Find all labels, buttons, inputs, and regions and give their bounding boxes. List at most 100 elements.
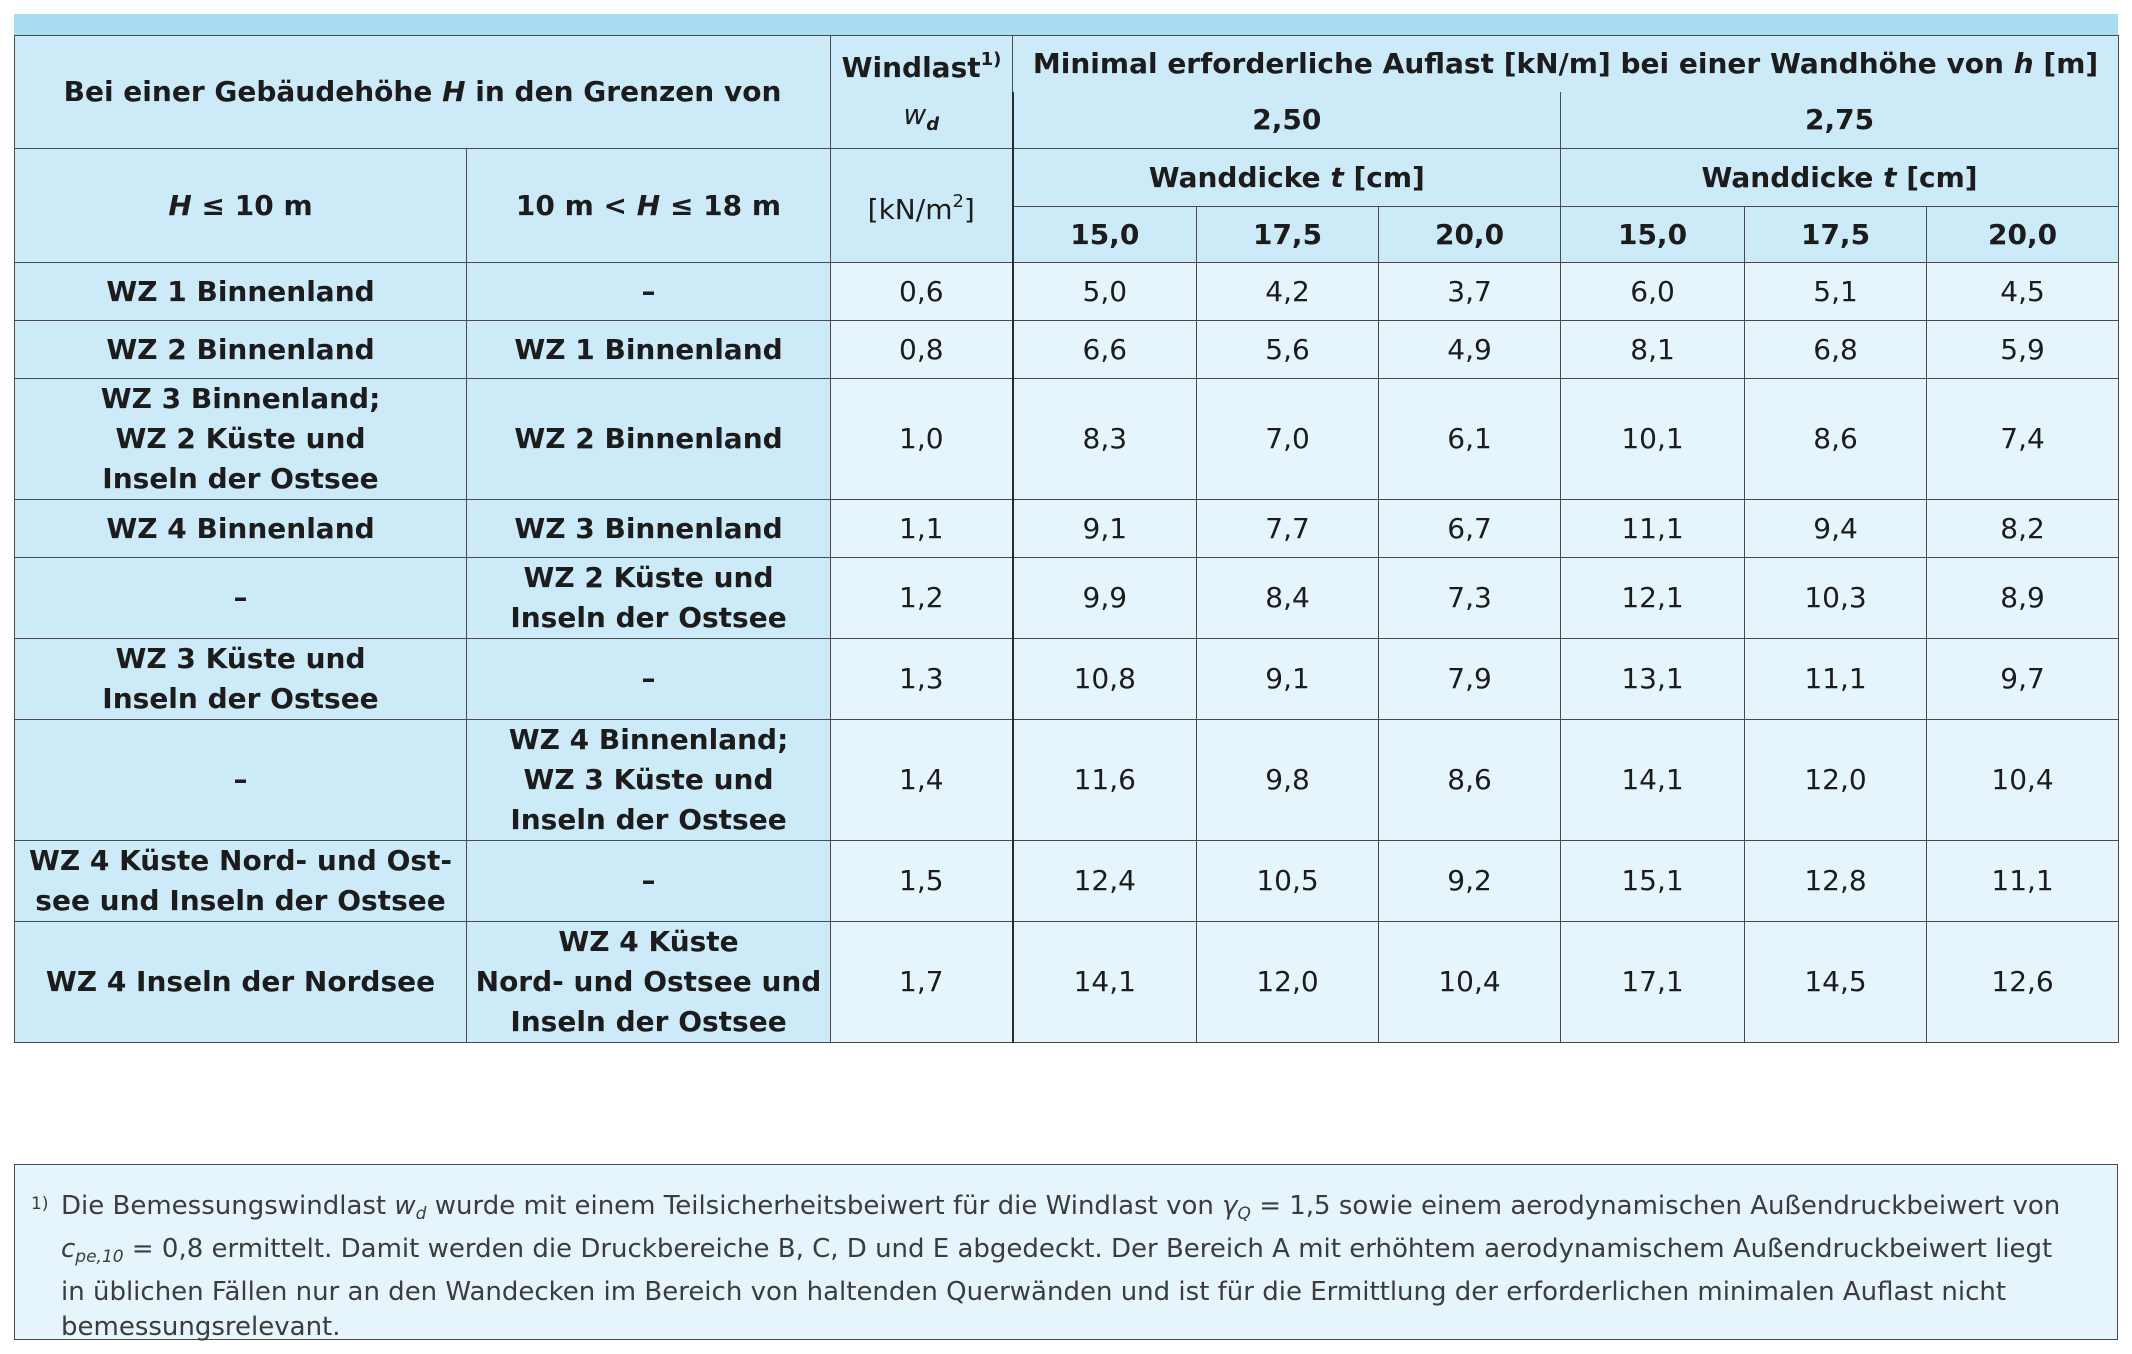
zone-height-up-to-10m: WZ 3 Binnenland; WZ 2 Küste und Inseln der… [14, 378, 467, 500]
zone-height-10-to-18m: – [465, 840, 832, 922]
auflast-value: 13,1 [1560, 638, 1746, 720]
auflast-value: 10,8 [1012, 638, 1198, 720]
auflast-value: 8,3 [1012, 378, 1198, 500]
zone-label-line: WZ 2 Küste und [523, 561, 774, 594]
auflast-value: 14,1 [1012, 921, 1198, 1043]
zone-height-10-to-18m: WZ 1 Binnenland [465, 320, 832, 379]
thickness-value: 17,5 [1744, 206, 1928, 263]
auflast-value: 9,9 [1012, 557, 1198, 639]
auflast-value: 7,0 [1196, 378, 1380, 500]
auflast-value: 4,2 [1196, 262, 1380, 321]
auflast-value: 6,0 [1560, 262, 1746, 321]
windlast-header: Windlast1) [830, 35, 1014, 92]
zone-height-up-to-10m: WZ 1 Binnenland [14, 262, 467, 321]
auflast-value: 17,1 [1560, 921, 1746, 1043]
auflast-value: 7,7 [1196, 499, 1380, 558]
zone-height-up-to-10m: – [14, 557, 467, 639]
windlast-value: 1,4 [830, 719, 1014, 841]
zone-label-line: WZ 1 Binnenland [514, 332, 783, 366]
table-row: WZ 3 Binnenland; WZ 2 Küste und Inseln der… [14, 378, 2120, 500]
zone-label-line: WZ 2 Binnenland [106, 332, 375, 366]
zone-label-line: Inseln der Ostsee [102, 462, 379, 495]
auflast-value: 12,0 [1744, 719, 1928, 841]
table-row: WZ 4 Binnenland WZ 3 Binnenland 1,1 9,1 7,7 6… [14, 499, 2120, 558]
auflast-value: 10,5 [1196, 840, 1380, 922]
zone-label-line: see und Inseln der Ostsee [35, 884, 446, 917]
auflast-value: 10,4 [1378, 921, 1562, 1043]
auflast-table: Bei einer Gebäudehöhe H in den Grenzen v… [13, 35, 2120, 1043]
zone-height-up-to-10m: WZ 4 Binnenland [14, 499, 467, 558]
windlast-value: 1,3 [830, 638, 1014, 720]
auflast-value: 9,2 [1378, 840, 1562, 922]
auflast-value: 8,2 [1926, 499, 2120, 558]
windlast-value: 0,6 [830, 262, 1014, 321]
auflast-value: 7,3 [1378, 557, 1562, 639]
auflast-value: 8,9 [1926, 557, 2120, 639]
zone-label-line: Inseln der Ostsee [510, 1005, 787, 1038]
windlast-value: 1,1 [830, 499, 1014, 558]
auflast-value: 5,1 [1744, 262, 1928, 321]
auflast-value: 14,5 [1744, 921, 1928, 1043]
zone-height-10-to-18m: WZ 2 Küste und Inseln der Ostsee [465, 557, 832, 639]
auflast-value: 12,8 [1744, 840, 1928, 922]
zone-label-line: WZ 3 Binnenland; [100, 382, 381, 415]
auflast-value: 9,1 [1012, 499, 1198, 558]
windlast-value: 1,0 [830, 378, 1014, 500]
zone-height-up-to-10m: WZ 2 Binnenland [14, 320, 467, 379]
auflast-value: 9,1 [1196, 638, 1380, 720]
zone-label-line: – [233, 763, 248, 796]
auflast-value: 8,1 [1560, 320, 1746, 379]
auflast-value: 10,1 [1560, 378, 1746, 500]
windlast-value: 0,8 [830, 320, 1014, 379]
zone-label-line: Nord- und Ostsee und [475, 965, 822, 998]
auflast-value: 4,9 [1378, 320, 1562, 379]
top-color-bar [14, 14, 2118, 35]
table-body: Bei einer Gebäudehöhe H in den Grenzen v… [13, 35, 2120, 1043]
wd-unit-header: [kN/m2] [830, 148, 1014, 263]
table-row: WZ 2 Binnenland WZ 1 Binnenland 0,8 6,6 5,6 4… [14, 320, 2120, 379]
zone-label-line: Inseln der Ostsee [510, 803, 787, 836]
auflast-value: 8,6 [1378, 719, 1562, 841]
header-row-3: H ≤ 10 m 10 m < H ≤ 18 m [kN/m2] Wanddic… [14, 148, 2120, 263]
auflast-value: 9,4 [1744, 499, 1928, 558]
auflast-value: 8,6 [1744, 378, 1928, 500]
min-load-header: Minimal erforderliche Auflast [kN/m] bei… [1012, 35, 2120, 92]
table-figure: Bei einer Gebäudehöhe H in den Grenzen v… [13, 14, 2120, 1342]
thickness-value: 17,5 [1196, 206, 1380, 263]
wall-height-250: 2,50 [1012, 91, 1562, 149]
windlast-value: 1,2 [830, 557, 1014, 639]
auflast-value: 9,7 [1926, 638, 2120, 720]
footnote: 1) Die Bemessungswindlast wd wurde mit e… [14, 1164, 2118, 1342]
table-row: – WZ 2 Küste und Inseln der Ostsee 1,2 9,9 8,… [14, 557, 2120, 639]
auflast-value: 9,8 [1196, 719, 1380, 841]
thickness-value: 15,0 [1560, 206, 1746, 263]
auflast-value: 7,9 [1378, 638, 1562, 720]
zone-height-up-to-10m: WZ 3 Küste und Inseln der Ostsee [14, 638, 467, 720]
footnote-text: Die Bemessungswindlast wd wurde mit eine… [61, 1191, 2061, 1342]
footnote-mark: 1) [31, 1194, 49, 1214]
height-range-2-header: 10 m < H ≤ 18 m [465, 148, 832, 263]
auflast-value: 6,6 [1012, 320, 1198, 379]
auflast-value: 10,3 [1744, 557, 1928, 639]
auflast-value: 3,7 [1378, 262, 1562, 321]
table-row: WZ 4 Inseln der Nordsee WZ 4 Küste Nord- u… [14, 921, 2120, 1043]
thickness-value: 15,0 [1012, 206, 1198, 263]
thickness-value: 20,0 [1378, 206, 1562, 263]
table-row: WZ 4 Küste Nord- und Ost-see und Inseln … [14, 840, 2120, 922]
zone-label-line: WZ 2 Binnenland [514, 422, 783, 455]
zone-height-10-to-18m: WZ 4 Küste Nord- und Ostsee und Inseln der… [465, 921, 832, 1043]
building-height-header: Bei einer Gebäudehöhe H in den Grenzen v… [13, 35, 832, 149]
auflast-value: 5,9 [1926, 320, 2120, 379]
zone-label-line: WZ 1 Binnenland [106, 274, 375, 308]
auflast-value: 11,1 [1744, 638, 1928, 720]
auflast-value: 5,0 [1012, 262, 1198, 321]
zone-height-10-to-18m: WZ 2 Binnenland [465, 378, 832, 500]
zone-height-10-to-18m: WZ 4 Binnenland; WZ 3 Küste und Inseln der… [465, 719, 832, 841]
auflast-value: 11,1 [1926, 840, 2120, 922]
auflast-value: 11,6 [1012, 719, 1198, 841]
zone-height-10-to-18m: – [465, 638, 832, 720]
auflast-value: 8,4 [1196, 557, 1380, 639]
auflast-value: 4,5 [1926, 262, 2120, 321]
zone-label-line: – [641, 864, 656, 897]
wall-thickness-header-1: Wanddicke t [cm] [1012, 148, 1562, 207]
